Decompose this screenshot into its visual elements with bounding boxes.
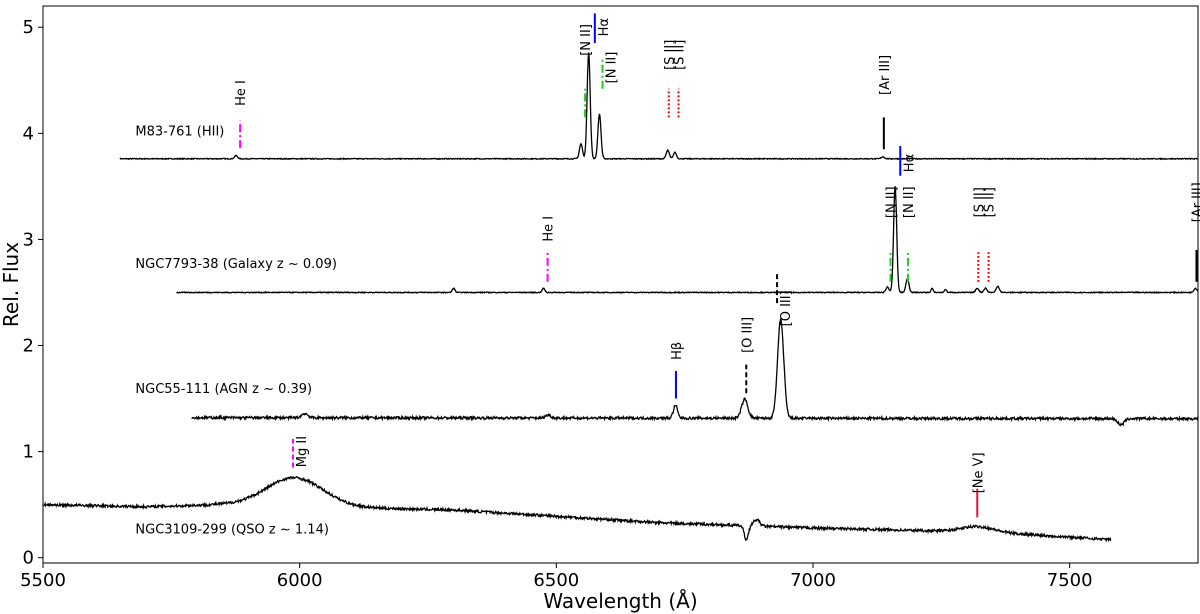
line-label: [N II]	[902, 186, 917, 218]
spectrum-line	[43, 475, 1112, 543]
line-label: [S II]	[663, 40, 678, 70]
line-label: [O III]	[779, 290, 794, 326]
x-tick-label: 7000	[790, 570, 836, 591]
annotation-layer: He I[N II] Hα[N II] [S II][S II][Ar III]He…	[234, 13, 1200, 518]
line-label: [S II]	[972, 187, 987, 217]
spectrum-line	[191, 317, 1199, 427]
spectra-layer: M83-761 (HII) NGC7793-38 (Galaxy z ~ 0.09…	[43, 52, 1199, 543]
line-label: [N II]	[885, 186, 900, 218]
x-tick-label: 6500	[533, 570, 579, 591]
line-label: He I	[542, 216, 557, 242]
line-label: Hβ	[670, 342, 685, 360]
x-axis-title: Wavelength (Å)	[543, 589, 697, 613]
spectrum-line	[119, 52, 1199, 161]
y-tick-label: 2	[23, 336, 34, 357]
spectrum-label: NGC7793-38 (Galaxy z ~ 0.09)	[135, 257, 337, 272]
y-axis: 0 1 2 3 4 5	[23, 17, 43, 569]
line-label: He I	[234, 80, 249, 106]
line-label: Hα	[597, 18, 612, 36]
y-axis-title: Rel. Flux	[0, 242, 23, 327]
x-tick-label: 7500	[1047, 570, 1093, 591]
line-label: [S II]	[983, 187, 998, 217]
line-label: Mg II	[295, 436, 310, 467]
spectrum-label: NGC55-111 (AGN z ~ 0.39)	[135, 382, 312, 397]
y-tick-label: 4	[23, 123, 34, 144]
x-tick-label: 5500	[20, 570, 66, 591]
spectrum-label: M83-761 (HII)	[135, 124, 224, 139]
spectrum-line	[176, 186, 1199, 295]
y-tick-label: 1	[23, 442, 34, 463]
line-label: [Ar III]	[1190, 182, 1200, 222]
y-tick-label: 0	[23, 548, 34, 569]
x-tick-label: 6000	[277, 570, 323, 591]
line-label: [N II]	[579, 24, 594, 56]
line-label: [O III]	[740, 317, 755, 353]
line-label: Hα	[902, 154, 917, 172]
line-label: [N II]	[605, 52, 620, 84]
x-axis: 5500 6000 6500 7000 7500	[20, 563, 1093, 591]
line-label: [Ar III]	[878, 55, 893, 95]
spectrum-label: NGC3109-299 (QSO z ~ 1.14)	[135, 522, 329, 537]
y-tick-label: 3	[23, 229, 34, 250]
plot-frame	[42, 5, 1199, 564]
line-label: [Ne V]	[971, 452, 986, 493]
y-tick-label: 5	[23, 17, 34, 38]
line-label: [S II]	[673, 40, 688, 70]
